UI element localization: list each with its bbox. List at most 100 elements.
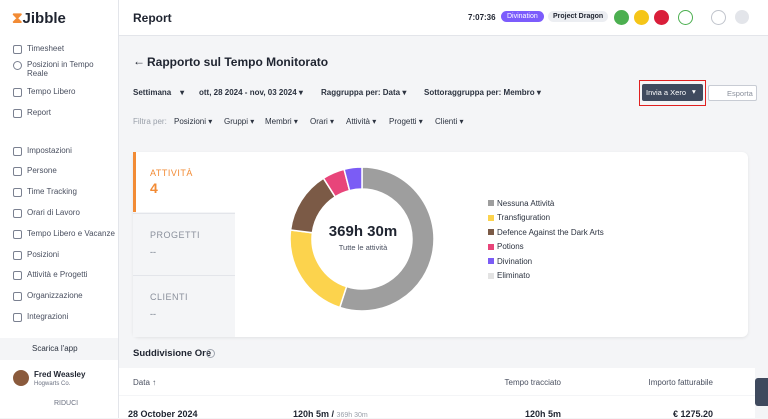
filter-label: Attività	[346, 117, 371, 126]
info-icon[interactable]	[206, 349, 215, 358]
collapse-button[interactable]: RIDUCI	[54, 400, 79, 407]
sidebar: ⧗Jibble Timesheet Posizioni in Tempo Real…	[0, 0, 119, 418]
status-button[interactable]	[614, 10, 629, 25]
tab-value: --	[150, 309, 156, 319]
legend-swatch	[488, 258, 494, 264]
menu-item[interactable]: Impostazioni	[27, 146, 72, 155]
total: 369h 30m	[336, 412, 368, 419]
filter-select[interactable]: Attività ▾	[346, 117, 377, 126]
cell-date: 28 October 2024	[128, 409, 198, 419]
highlight-box	[639, 80, 706, 106]
col-billable: Importo fatturabile	[648, 378, 713, 387]
menu-icon	[13, 209, 22, 218]
send-button[interactable]: Invia a Xero ▾	[642, 84, 703, 101]
tab-value: 4	[150, 180, 158, 196]
filter-select[interactable]: Progetti ▾	[389, 117, 423, 126]
legend-label: Divination	[497, 256, 533, 266]
table-row	[119, 396, 755, 418]
page-title: Report	[133, 11, 172, 25]
avatar	[13, 370, 29, 386]
subgroup: Sottoraggruppa per: Membro	[424, 88, 535, 97]
menu-item[interactable]: Persone	[27, 166, 57, 175]
filter-select[interactable]: Orari ▾	[310, 117, 335, 126]
menu-icon	[13, 147, 22, 156]
tab-divider	[133, 275, 235, 276]
stop-button[interactable]	[654, 10, 669, 25]
filter-label: Progetti	[389, 117, 417, 126]
menu-item[interactable]: Tempo Libero e Vacanze	[27, 229, 115, 238]
donut-caption: Tutte le attività	[338, 243, 388, 252]
legend-swatch	[488, 229, 494, 235]
filter-label: Filtra per:	[133, 117, 167, 126]
tab-divider	[133, 213, 235, 214]
legend-label: Eliminato	[497, 271, 530, 280]
tracked: 120h 5m /	[293, 409, 335, 419]
menu-item[interactable]: Orari di Lavoro	[27, 208, 80, 217]
legend-label: Defence Against the Dark Arts	[497, 227, 604, 237]
filter-select[interactable]: Clienti ▾	[435, 117, 464, 126]
menu-item[interactable]: Attività e Progetti	[27, 270, 88, 279]
menu-icon	[13, 167, 22, 176]
donut-segment	[338, 166, 435, 312]
legend-swatch	[488, 214, 494, 221]
col-date[interactable]: Data ↑	[133, 378, 157, 387]
range-select[interactable]: ott, 28 2024 - nov, 03 2024 ▾	[199, 88, 303, 97]
filter-select[interactable]: Membri ▾	[265, 117, 298, 126]
menu-icon	[13, 45, 22, 54]
legend-label: Nessuna Attività	[497, 198, 555, 208]
menu-icon	[13, 271, 22, 280]
legend-label: Transfiguration	[497, 213, 551, 222]
tab-active[interactable]	[133, 152, 238, 212]
menu-icon	[13, 230, 22, 239]
menu-item[interactable]: Time Tracking	[27, 187, 77, 196]
table-header	[119, 368, 755, 395]
break-button[interactable]	[634, 10, 649, 25]
legend-swatch	[488, 200, 494, 206]
menu-item[interactable]: Posizioni in Tempo Reale	[27, 60, 94, 78]
menu-item[interactable]: Timesheet	[27, 44, 65, 53]
download-bar[interactable]: Scarica l'app	[0, 338, 118, 360]
tab-label[interactable]: PROGETTI	[150, 230, 201, 240]
menu-item[interactable]: Integrazioni	[27, 312, 69, 321]
cell-tracked-ratio: 120h 5m / 369h 30m	[293, 409, 368, 419]
group-select[interactable]: Raggruppa per: Data ▾	[321, 88, 407, 97]
filter-label: Posizioni	[174, 117, 207, 126]
subgroup-select[interactable]: Sottoraggruppa per: Membro ▾	[424, 88, 541, 97]
clock-in-button[interactable]	[678, 10, 693, 25]
breakdown-title: Suddivisione Ore	[133, 348, 212, 359]
filter-select[interactable]: Gruppi ▾	[224, 117, 255, 126]
filter-label: Membri	[265, 117, 292, 126]
donut-segment	[343, 166, 363, 192]
range: ott, 28 2024 - nov, 03 2024	[199, 88, 297, 97]
user-name[interactable]: Fred Weasley	[34, 370, 86, 379]
legend-swatch	[488, 243, 494, 250]
topbar: Report 7:07:36 Divination Project Dragon	[119, 0, 768, 36]
menu-icon	[13, 61, 22, 70]
notifications-button[interactable]	[735, 10, 749, 24]
tab-label[interactable]: ATTIVITÀ	[150, 168, 193, 178]
menu-item[interactable]: Tempo Libero	[27, 87, 76, 96]
export-button[interactable]: Esporta	[708, 85, 757, 101]
project-badge[interactable]: Project Dragon	[548, 11, 609, 22]
period-select[interactable]: Settimana ▾	[133, 88, 185, 97]
legend-label: Potions	[497, 242, 524, 251]
activity-badge[interactable]: Divination	[501, 11, 544, 22]
export-label: Esporta	[727, 89, 753, 98]
menu-icon	[13, 292, 22, 301]
group: Raggruppa per: Data	[321, 88, 401, 97]
filter-label: Orari	[310, 117, 328, 126]
timer: 7:07:36	[468, 13, 496, 22]
menu-item[interactable]: Posizioni	[27, 250, 60, 259]
tab-label[interactable]: CLIENTI	[150, 292, 189, 302]
logo-text: Jibble	[22, 10, 66, 27]
help-button[interactable]	[711, 10, 726, 25]
back-arrow[interactable]: ←	[133, 54, 145, 68]
filter-select[interactable]: Posizioni ▾	[174, 117, 213, 126]
menu-item[interactable]: Report	[27, 108, 52, 117]
donut-segment	[289, 229, 348, 309]
side-panel-toggle[interactable]	[755, 378, 768, 406]
download-link[interactable]: Scarica l'app	[32, 344, 78, 353]
menu-item[interactable]: Organizzazione	[27, 291, 83, 300]
legend-swatch	[488, 272, 494, 279]
